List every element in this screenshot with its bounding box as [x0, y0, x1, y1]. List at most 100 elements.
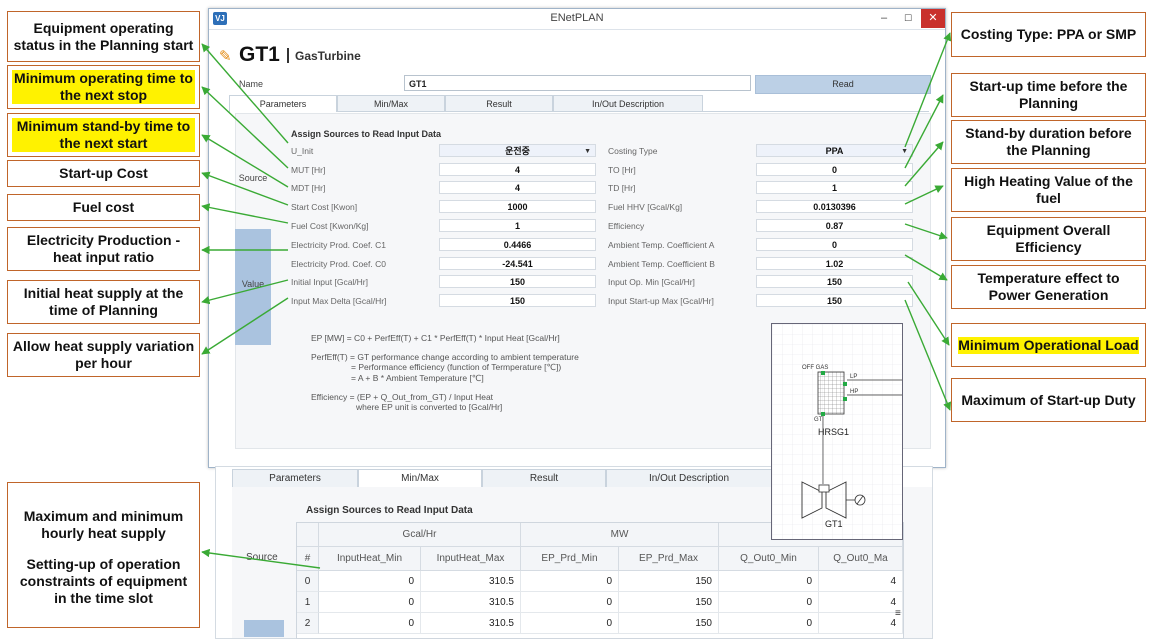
table-cell[interactable]: 310.5	[421, 592, 521, 613]
highlighted-text: Minimum operating time to the next stop	[12, 70, 195, 104]
table-cell[interactable]: 0	[521, 592, 619, 613]
u-init-select[interactable]: 운전중 ▼	[439, 144, 596, 157]
lp-label: LP	[850, 374, 857, 380]
row-index: 0	[297, 571, 319, 592]
initial-input-field[interactable]: 150	[439, 275, 596, 288]
formula-perfeff: PerfEff(T) = GT performance change accor…	[311, 352, 579, 362]
table-cell[interactable]: 150	[619, 613, 719, 634]
grid-scroll-handle[interactable]: ≡	[895, 608, 901, 619]
table-cell[interactable]: 0	[319, 613, 421, 634]
title-separator	[287, 48, 289, 63]
table-cell[interactable]: 310.5	[421, 571, 521, 592]
source-label: Source	[238, 173, 268, 183]
hrsg-diagram-panel: OFF GAS LP HP GT HRSG1 GT1	[771, 323, 903, 540]
column-header-inputheat-min[interactable]: InputHeat_Min	[319, 547, 421, 571]
table-cell[interactable]: 150	[619, 592, 719, 613]
hrsg-diagram: OFF GAS LP HP GT HRSG1 GT1	[772, 324, 902, 539]
tab-parameters[interactable]: Parameters	[232, 469, 358, 487]
annotation-min-operating-time: Minimum operating time to the next stop	[7, 65, 200, 109]
formula-ep: EP [MW] = C0 + PerfEff(T) + C1 * PerfEff…	[311, 333, 560, 343]
costing-type-select[interactable]: PPA ▼	[756, 144, 913, 157]
tab-result[interactable]: Result	[482, 469, 606, 487]
startup-max-field[interactable]: 150	[756, 294, 913, 307]
td-field[interactable]: 1	[756, 181, 913, 194]
table-cell[interactable]: 4	[819, 592, 903, 613]
annotation-initial-heat: Initial heat supply at the time of Plann…	[7, 280, 200, 324]
gt-port-label: GT	[814, 417, 823, 423]
table-cell[interactable]: 150	[619, 571, 719, 592]
annotation-max-startup-duty: Maximum of Start-up Duty	[951, 378, 1146, 422]
tab-minmax[interactable]: Min/Max	[358, 469, 482, 488]
input-op-min-field[interactable]: 150	[756, 275, 913, 288]
table-cell[interactable]: 0	[719, 613, 819, 634]
hrsg-unit-icon[interactable]	[817, 371, 845, 415]
table-cell[interactable]: 0	[319, 592, 421, 613]
param-label-input-max-delta: Input Max Delta [Gcal/Hr]	[291, 296, 387, 306]
mdt-field[interactable]: 4	[439, 181, 596, 194]
ambient-b-field[interactable]: 1.02	[756, 257, 913, 270]
tab-bar: Parameters Min/Max Result In/Out Descrip…	[229, 95, 929, 112]
mut-field[interactable]: 4	[439, 163, 596, 176]
table-cell[interactable]: 4	[819, 571, 903, 592]
table-cell[interactable]: 0	[521, 613, 619, 634]
hp-label: HP	[850, 389, 858, 395]
formula-efficiency-line2: where EP unit is converted to [Gcal/Hr]	[356, 402, 503, 412]
tab-parameters[interactable]: Parameters	[229, 95, 337, 112]
read-button[interactable]: Read	[755, 75, 931, 94]
tab-result[interactable]: Result	[445, 95, 553, 111]
param-label-efficiency: Efficiency	[608, 221, 645, 231]
tab-inout-description[interactable]: In/Out Description	[606, 469, 772, 487]
param-label-ambient-a: Ambient Temp. Coefficient A	[608, 240, 715, 250]
efficiency-field[interactable]: 0.87	[756, 219, 913, 232]
column-header-ep-prd-min[interactable]: EP_Prd_Min	[521, 547, 619, 571]
table-cell[interactable]: 0	[719, 571, 819, 592]
coef-c0-field[interactable]: -24.541	[439, 257, 596, 270]
title-bar: VJ ENetPLAN – ☐ ✕	[209, 9, 945, 30]
u-init-value: 운전중	[505, 146, 530, 156]
param-label-to: TO [Hr]	[608, 165, 636, 175]
annotation-standby-duration: Stand-by duration before the Planning	[951, 120, 1146, 164]
table-cell[interactable]: 310.5	[421, 613, 521, 634]
name-label: Name	[239, 79, 264, 89]
column-header-inputheat-max[interactable]: InputHeat_Max	[421, 547, 521, 571]
table-cell[interactable]: 0	[521, 571, 619, 592]
generator-mark	[856, 495, 864, 505]
maximize-button[interactable]: ☐	[903, 13, 913, 23]
tab-minmax[interactable]: Min/Max	[337, 95, 445, 111]
annotation-temperature-effect: Temperature effect to Power Generation	[951, 265, 1146, 309]
name-input[interactable]: GT1	[404, 75, 751, 91]
coef-c1-field[interactable]: 0.4466	[439, 238, 596, 251]
param-label-fuel-cost: Fuel Cost [Kwon/Kg]	[291, 221, 369, 231]
column-header-index[interactable]: #	[297, 547, 319, 571]
section-title: Assign Sources to Read Input Data	[291, 129, 442, 139]
param-label-start-cost: Start Cost [Kwon]	[291, 202, 358, 212]
param-label-initial-input: Initial Input [Gcal/Hr]	[291, 277, 369, 287]
column-header-ep-prd-max[interactable]: EP_Prd_Max	[619, 547, 719, 571]
param-label-td: TD [Hr]	[608, 183, 636, 193]
annotation-efficiency: Equipment Overall Efficiency	[951, 217, 1146, 261]
minimize-button[interactable]: –	[880, 12, 888, 24]
hp-port-icon	[843, 397, 847, 401]
grid-corner	[297, 523, 319, 547]
input-max-delta-field[interactable]: 150	[439, 294, 596, 307]
annotation-min-standby-time: Minimum stand-by time to the next start	[7, 113, 200, 157]
table-cell[interactable]: 0	[719, 592, 819, 613]
tab-inout-description[interactable]: In/Out Description	[553, 95, 703, 111]
gt-port-icon	[821, 412, 825, 416]
to-field[interactable]: 0	[756, 163, 913, 176]
table-cell[interactable]: 0	[319, 571, 421, 592]
table-cell[interactable]: 4	[819, 613, 903, 634]
costing-type-value: PPA	[825, 146, 844, 156]
highlighted-text: Minimum Operational Load	[958, 336, 1139, 354]
highlighted-text: Minimum stand-by time to the next start	[12, 118, 195, 152]
param-label-startup-max: Input Start-up Max [Gcal/Hr]	[608, 296, 714, 306]
column-header-q-out0-max[interactable]: Q_Out0_Ma	[819, 547, 903, 571]
ambient-a-field[interactable]: 0	[756, 238, 913, 251]
annotation-hhv: High Heating Value of the fuel	[951, 168, 1146, 212]
fuel-hhv-field[interactable]: 0.0130396	[756, 200, 913, 213]
formula-efficiency: Efficiency = (EP + Q_Out_from_GT) / Inpu…	[311, 392, 494, 402]
column-header-q-out0-min[interactable]: Q_Out0_Min	[719, 547, 819, 571]
fuel-cost-field[interactable]: 1	[439, 219, 596, 232]
close-button[interactable]: ✕	[921, 9, 945, 28]
start-cost-field[interactable]: 1000	[439, 200, 596, 213]
